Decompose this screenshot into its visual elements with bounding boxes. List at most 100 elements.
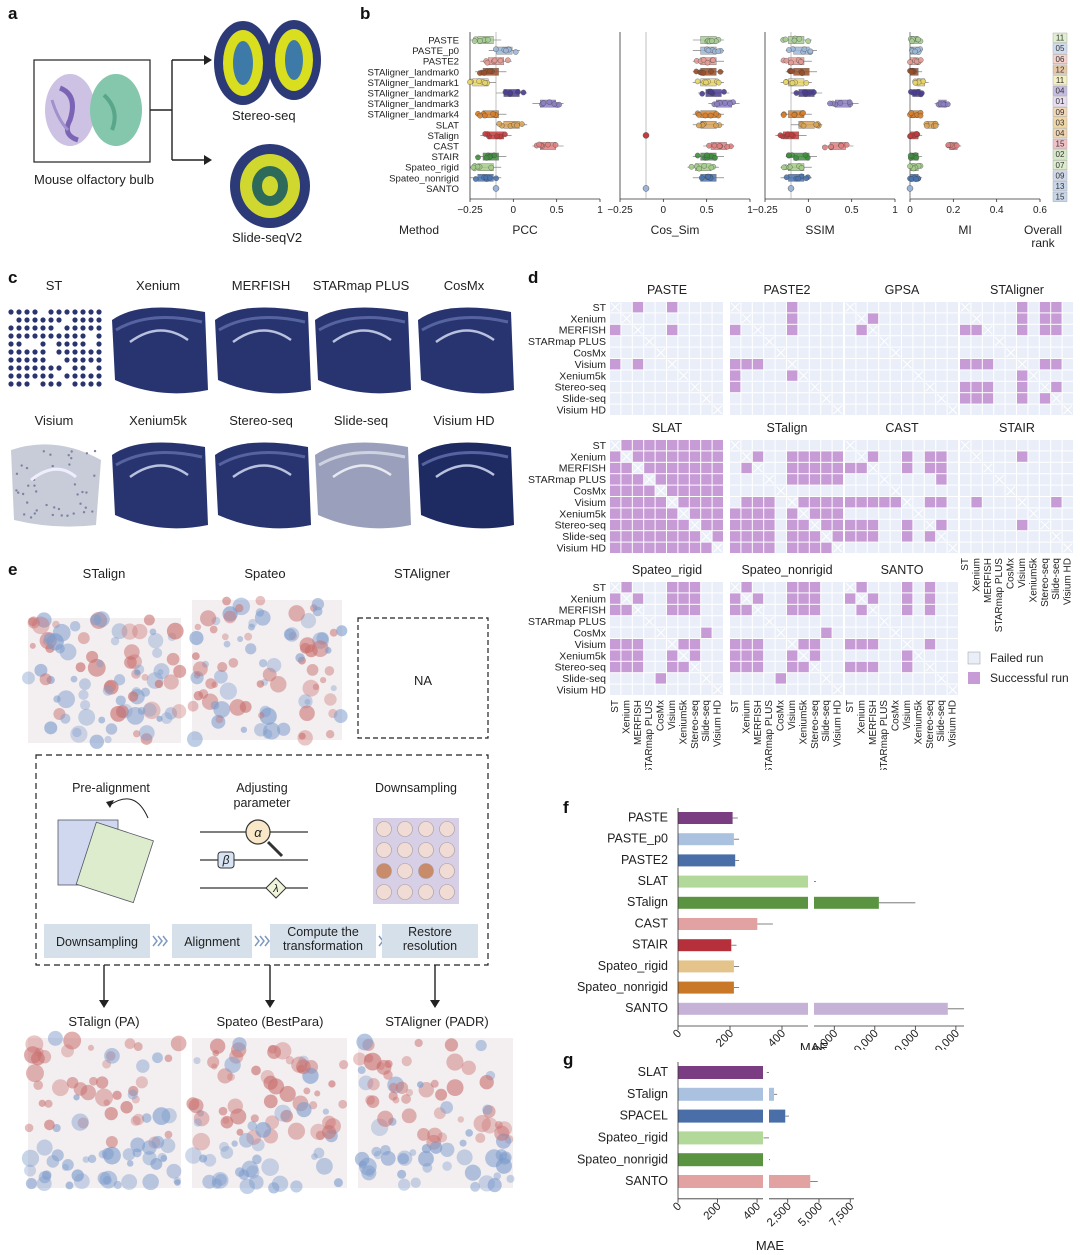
spateo-raw-image — [187, 595, 348, 748]
heatmap-cell — [832, 440, 843, 451]
heatmap-cell — [701, 451, 712, 462]
spot — [88, 317, 94, 323]
bar — [678, 896, 808, 909]
heatmap-cell — [832, 336, 843, 347]
heatmap-cell — [890, 582, 901, 593]
data-point — [828, 143, 834, 150]
tissue-blob — [322, 1125, 337, 1140]
data-point — [917, 112, 924, 119]
heatmap-cell — [856, 639, 867, 650]
heatmap-cell — [730, 347, 741, 358]
platform-label: CosMx — [444, 278, 485, 293]
tissue-blob — [24, 1046, 42, 1064]
heatmap-cell — [798, 404, 809, 415]
tissue-blob — [78, 689, 89, 700]
heatmap-cell — [960, 451, 971, 462]
heatmap-cell — [890, 451, 901, 462]
heatmap-cell — [821, 542, 832, 553]
workflow-arrow — [162, 935, 168, 947]
tissue-blob — [339, 1060, 349, 1070]
heatmap-cell — [879, 593, 890, 604]
platform-col-label: Stereo-seq — [1040, 558, 1051, 607]
tissue-blob — [193, 1118, 202, 1127]
spot — [24, 381, 30, 387]
rank-badge — [1052, 191, 1068, 202]
spot — [96, 381, 102, 387]
heatmap-cell — [902, 593, 913, 604]
platform-row-label: Xenium — [570, 593, 606, 605]
heatmap-cell — [775, 519, 786, 531]
heatmap-cell — [1017, 531, 1028, 542]
tissue-blob — [306, 664, 319, 676]
heatmap-cell — [678, 531, 689, 542]
heatmap-cell — [1062, 336, 1073, 347]
tissue-blob — [312, 606, 323, 617]
heatmap-cell — [890, 593, 901, 604]
heatmap-cell — [1051, 508, 1062, 519]
heatmap-cell — [730, 485, 741, 496]
heatmap-cell — [701, 604, 712, 616]
tissue-blob — [87, 1044, 95, 1051]
heatmap-cell — [890, 440, 901, 451]
data-point — [707, 88, 714, 95]
heatmap-cell — [741, 359, 752, 370]
data-point — [908, 68, 915, 75]
heatmap-cell — [879, 451, 890, 462]
heatmap-cell — [1062, 370, 1073, 381]
heatmap-cell — [890, 673, 901, 684]
data-point — [713, 111, 720, 117]
platform-label: Xenium — [136, 278, 180, 293]
diag-mark — [644, 336, 654, 346]
heatmap-cell — [809, 451, 821, 462]
data-point — [536, 141, 543, 148]
diag-mark — [821, 531, 831, 541]
data-point — [800, 110, 806, 116]
data-point — [540, 100, 547, 106]
tissue-blob — [276, 722, 291, 736]
tissue-blob — [313, 1147, 325, 1159]
heatmap-cell — [890, 393, 901, 404]
diag-mark — [690, 520, 700, 530]
tissue-blob — [152, 1052, 163, 1064]
heatmap-cell — [689, 604, 701, 616]
tissue-blob — [232, 1037, 247, 1052]
data-point — [705, 47, 712, 54]
diag-mark — [776, 628, 786, 638]
method-label: PASTE — [428, 36, 459, 47]
heatmap-cell — [845, 673, 856, 684]
heatmap-cell — [798, 336, 809, 347]
data-point — [708, 68, 714, 75]
heatmap-cell — [1051, 485, 1062, 496]
tissue-blob — [203, 1153, 217, 1167]
diag-mark — [701, 393, 711, 403]
diag-mark — [610, 582, 620, 592]
spot — [64, 341, 70, 347]
diag-mark — [764, 336, 774, 346]
heatmap-cell — [621, 519, 632, 531]
diag-mark — [891, 348, 901, 358]
heatmap-cell — [856, 650, 867, 661]
tissue-blob — [133, 669, 141, 676]
heatmap-cell — [1028, 324, 1039, 336]
metric-label: PCC — [512, 223, 538, 237]
heatmap-cell — [764, 485, 775, 496]
data-point — [487, 174, 493, 181]
tissue-blob — [482, 1104, 493, 1115]
tissue-blob — [478, 1175, 495, 1192]
heatmap-cell — [936, 485, 947, 496]
spot — [80, 357, 86, 363]
rank-value: 02 — [1056, 150, 1065, 159]
tissue-blob — [482, 1105, 496, 1118]
heatmap-cell — [741, 347, 752, 358]
bar — [678, 812, 733, 824]
tissue-blob — [459, 1139, 467, 1147]
heatmap-cell — [655, 639, 666, 650]
heatmap-cell — [712, 370, 723, 381]
heatmap-cell — [890, 519, 901, 531]
heatmap-cell — [913, 627, 924, 638]
tissue-blob — [498, 1152, 511, 1165]
bar-category-label: STalign — [627, 895, 668, 909]
diag-mark — [1063, 405, 1073, 415]
tissue-blob — [506, 1174, 515, 1183]
tissue-blob — [251, 1138, 265, 1152]
